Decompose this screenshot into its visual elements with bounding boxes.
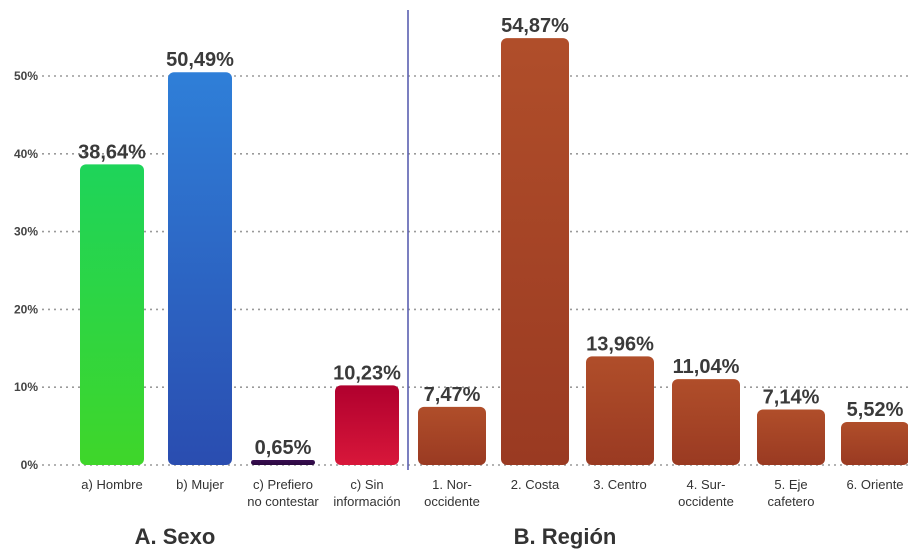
y-tick-label: 40% <box>14 147 38 161</box>
x-tick-label-2-costa: 2. Costa <box>511 477 560 492</box>
data-label-1-nor-occidente: 7,47% <box>424 384 481 406</box>
data-label-5-eje-cafetero: 7,14% <box>763 386 820 408</box>
data-label-a-hombre: 38,64% <box>78 141 146 163</box>
data-label-3-centro: 13,96% <box>586 333 654 355</box>
data-label-b-mujer: 50,49% <box>166 49 234 71</box>
bar-3-centro <box>586 356 654 465</box>
bar-c-prefiero-no-contestar <box>251 459 315 465</box>
panel-title-sexo: A. Sexo <box>135 524 216 549</box>
data-label-4-sur-occidente: 11,04% <box>673 356 740 378</box>
x-tick-label-c-prefiero-no-contestar: c) Prefiero no contestar <box>247 477 319 509</box>
x-tick-label-6-oriente: 6. Oriente <box>846 477 903 492</box>
bar-b-mujer <box>168 72 232 465</box>
bars <box>80 38 908 466</box>
data-label-c-sin-informacion: 10,23% <box>333 362 401 384</box>
bar-a-hombre <box>80 164 144 465</box>
data-label-6-oriente: 5,52% <box>847 399 904 421</box>
y-tick-label: 30% <box>14 225 38 239</box>
panel-title-region: B. Región <box>514 524 617 549</box>
x-tick-label-5-eje-cafetero: 5. Eje cafetero <box>768 477 815 509</box>
y-tick-label: 10% <box>14 380 38 394</box>
data-labels: 38,64% 50,49% 0,65% 10,23% 7,47% 54,87% 13,96%… <box>78 15 903 459</box>
x-axis-ticks: a) Hombre b) Mujer c) Prefiero no contestar… <box>81 477 903 509</box>
data-label-2-costa: 54,87% <box>501 15 569 37</box>
x-tick-label-1-nor-occidente: 1. Nor-occidente <box>424 477 480 509</box>
x-tick-label-b-mujer: b) Mujer <box>176 477 224 492</box>
y-tick-label: 0% <box>21 458 39 472</box>
x-tick-label-c-sin-informacion: c) Sin información <box>333 477 400 509</box>
x-tick-label-a-hombre: a) Hombre <box>81 477 142 492</box>
bar-2-costa <box>501 38 569 466</box>
data-label-c-prefiero-no-contestar: 0,65% <box>255 437 312 459</box>
y-axis-ticks: 0% 10% 20% 30% 40% 50% <box>14 69 38 472</box>
y-tick-label: 50% <box>14 69 38 83</box>
bar-6-oriente <box>841 422 908 465</box>
x-tick-label-4-sur-occidente: 4. Sur-occidente <box>678 477 734 509</box>
y-tick-label: 20% <box>14 302 38 316</box>
bar-5-eje-cafetero <box>757 409 825 465</box>
bar-4-sur-occidente <box>672 379 740 465</box>
bar-c-sin-informacion <box>335 385 399 465</box>
bar-1-nor-occidente <box>418 406 486 465</box>
x-tick-label-3-centro: 3. Centro <box>593 477 646 492</box>
